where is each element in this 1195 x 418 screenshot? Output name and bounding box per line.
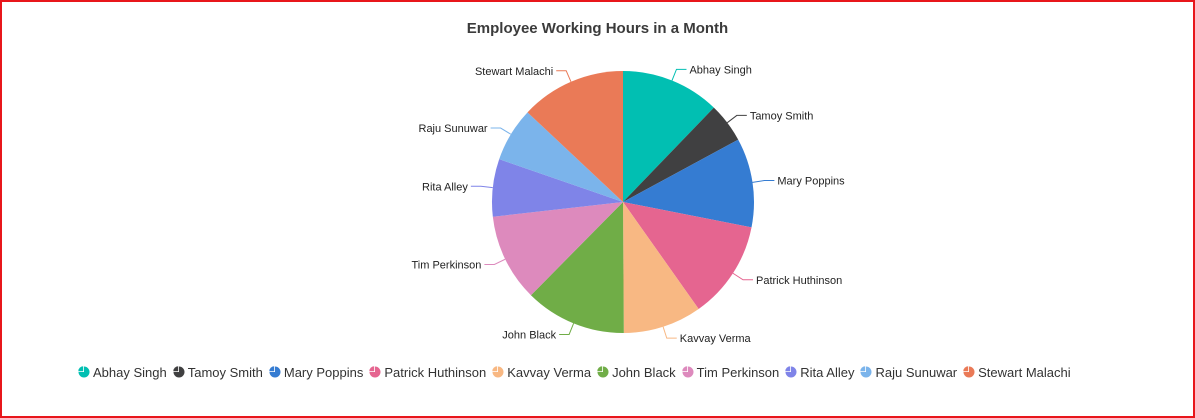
data-label-abhay-singh: Abhay Singh xyxy=(689,64,751,76)
legend-label: Tamoy Smith xyxy=(187,365,263,380)
pie-legend-icon xyxy=(369,366,381,378)
connector-abhay-singh xyxy=(671,68,687,81)
connector-stewart-malachi xyxy=(556,70,572,82)
chart-legend: Abhay Singh Tamoy Smith Mary Poppins Patric… xyxy=(78,365,1138,380)
connector-tamoy-smith xyxy=(726,114,747,124)
legend-label: Mary Poppins xyxy=(283,365,364,380)
legend-item-kavvay-verma[interactable]: Kavvay Verma xyxy=(492,365,591,380)
pie-slices xyxy=(491,71,754,333)
legend-label: Stewart Malachi xyxy=(978,365,1071,380)
legend-item-abhay-singh[interactable]: Abhay Singh xyxy=(78,365,167,380)
pie-slice-kavvay-verma[interactable] xyxy=(623,202,699,333)
legend-label: John Black xyxy=(612,365,676,380)
data-label-raju-sunuwar: Raju Sunuwar xyxy=(419,123,488,135)
legend-label: Raju Sunuwar xyxy=(875,365,958,380)
pie-legend-icon xyxy=(860,366,872,378)
legend-label: Abhay Singh xyxy=(93,365,167,380)
connector-mary-poppins xyxy=(752,180,775,183)
pie-slice-rita-alley[interactable] xyxy=(491,159,623,217)
data-label-kavvay-verma: Kavvay Verma xyxy=(680,333,752,345)
pie-legend-icon xyxy=(681,366,694,378)
legend-item-tamoy-smith[interactable]: Tamoy Smith xyxy=(173,365,263,380)
legend-item-raju-sunuwar[interactable]: Raju Sunuwar xyxy=(860,365,957,380)
pie-slice-patrick-huthinson[interactable] xyxy=(623,202,752,309)
pie-legend-icon xyxy=(963,366,975,378)
legend-item-john-black[interactable]: John Black xyxy=(597,365,676,380)
data-label-patrick-huthinson: Patrick Huthinson xyxy=(756,275,842,287)
pie-legend-icon xyxy=(785,366,797,378)
pie-legend-icon xyxy=(173,366,185,378)
legend-item-mary-poppins[interactable]: Mary Poppins xyxy=(269,365,363,380)
connector-tim-perkinson xyxy=(484,258,506,266)
connector-patrick-huthinson xyxy=(732,272,754,281)
pie-slice-tamoy-smith[interactable] xyxy=(623,107,739,202)
data-label-mary-poppins: Mary Poppins xyxy=(777,176,845,188)
data-label-john-black: John Black xyxy=(502,329,556,341)
pie-slice-tim-perkinson[interactable] xyxy=(492,202,623,296)
pie-legend-icon xyxy=(492,366,504,378)
data-label-tim-perkinson: Tim Perkinson xyxy=(411,260,481,272)
pie-legend-icon xyxy=(269,366,281,378)
connector-kavvay-verma xyxy=(662,326,677,339)
data-label-stewart-malachi: Stewart Malachi xyxy=(475,66,553,78)
legend-label: Kavvay Verma xyxy=(507,365,592,380)
pie-slice-abhay-singh[interactable] xyxy=(623,71,714,202)
legend-item-tim-perkinson[interactable]: Tim Perkinson xyxy=(681,365,780,380)
pie-slice-john-black[interactable] xyxy=(530,202,624,333)
legend-item-stewart-malachi[interactable]: Stewart Malachi xyxy=(963,365,1071,380)
chart-title: Employee Working Hours in a Month xyxy=(466,20,729,37)
pie-slice-raju-sunuwar[interactable] xyxy=(499,112,623,202)
legend-item-rita-alley[interactable]: Rita Alley xyxy=(785,365,854,380)
pie-legend-icon xyxy=(78,366,90,378)
connector-rita-alley xyxy=(470,185,493,189)
legend-item-patrick-huthinson[interactable]: Patrick Huthinson xyxy=(369,365,486,380)
connector-raju-sunuwar xyxy=(490,127,512,135)
data-label-rita-alley: Rita Alley xyxy=(422,181,468,193)
legend-label: Patrick Huthinson xyxy=(384,365,487,380)
pie-labels: Abhay Singh Tamoy Smith Mary Poppins Patric… xyxy=(411,64,845,345)
pie-slice-stewart-malachi[interactable] xyxy=(527,71,623,202)
pie-legend-icon xyxy=(597,366,609,378)
legend-label: Rita Alley xyxy=(800,365,855,380)
pie-slice-mary-poppins[interactable] xyxy=(623,139,754,228)
data-label-tamoy-smith: Tamoy Smith xyxy=(750,110,814,122)
legend-label: Tim Perkinson xyxy=(696,365,780,380)
connector-john-black xyxy=(559,323,575,335)
